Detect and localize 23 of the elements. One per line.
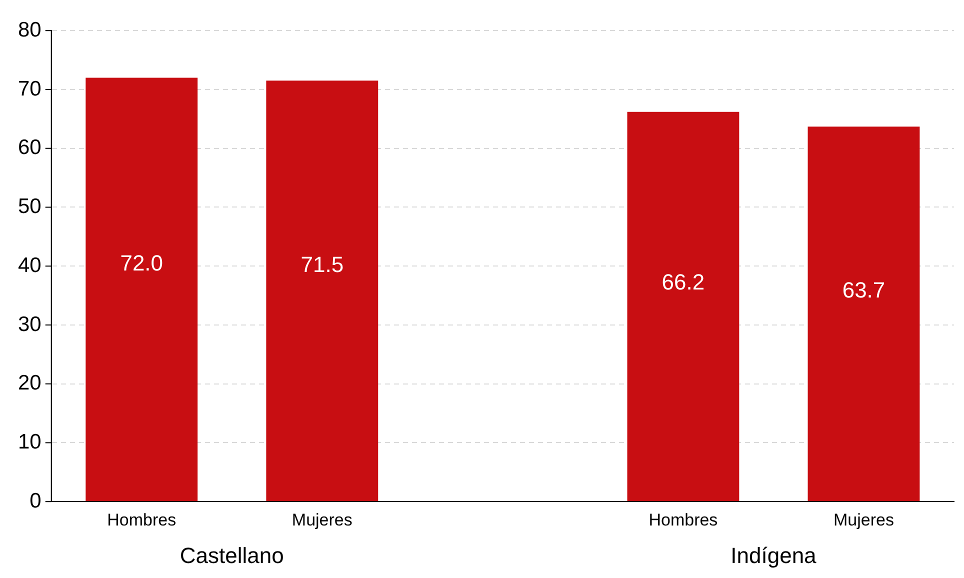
x-tick-label: Hombres bbox=[107, 510, 176, 530]
text: Indígena bbox=[730, 543, 818, 568]
y-tick-label: 60 bbox=[18, 136, 42, 160]
text: Castellano bbox=[180, 543, 284, 568]
y-tick-label: 70 bbox=[18, 77, 42, 100]
data-label: 66.2 bbox=[662, 269, 705, 294]
y-tick-label: 40 bbox=[18, 254, 42, 277]
bar bbox=[86, 78, 198, 502]
x-tick-label: Mujeres bbox=[834, 510, 894, 530]
y-tick-label: 10 bbox=[18, 430, 42, 454]
x-tick-label: Hombres bbox=[648, 510, 718, 530]
data-label: 71.5 bbox=[300, 252, 344, 277]
y-tick-label: 20 bbox=[18, 372, 42, 395]
y-tick-label: 30 bbox=[18, 312, 42, 336]
bar bbox=[808, 126, 920, 502]
x-tick-label: Mujeres bbox=[292, 510, 352, 530]
data-label: 63.7 bbox=[842, 278, 886, 303]
y-tick-label: 0 bbox=[30, 489, 42, 512]
y-tick-label: 80 bbox=[18, 18, 42, 42]
bar bbox=[627, 112, 740, 502]
data-label: 72.0 bbox=[120, 250, 164, 276]
bar bbox=[266, 80, 378, 502]
y-tick-label: 50 bbox=[18, 195, 42, 218]
